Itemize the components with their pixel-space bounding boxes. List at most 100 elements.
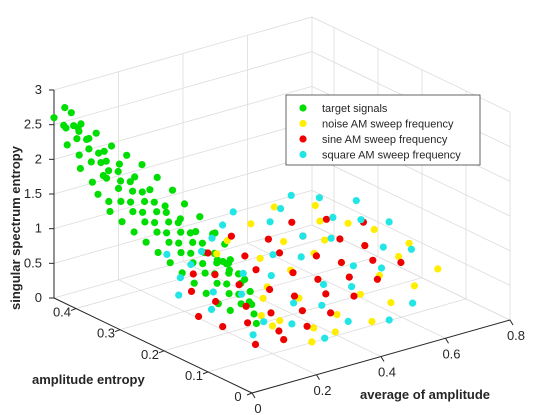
z-tick-label: 0 xyxy=(35,290,42,305)
data-point xyxy=(303,322,311,330)
data-point xyxy=(370,225,378,234)
ticks-layer: 0 0.2 0.4 0.6 0.8 0 0.1 0.2 0.3 0.4 0 0.5 1 1.5 2 2.5 3 xyxy=(24,82,525,415)
data-point xyxy=(163,250,171,258)
data-point xyxy=(197,247,206,255)
y-tick-mark xyxy=(246,392,253,396)
data-point xyxy=(187,287,196,295)
data-point xyxy=(141,197,149,206)
data-point xyxy=(290,299,298,307)
data-point xyxy=(161,202,169,210)
floor-grid-x xyxy=(247,242,446,339)
data-point xyxy=(241,252,249,260)
data-point xyxy=(117,177,125,185)
data-point xyxy=(107,142,116,150)
data-point xyxy=(192,228,200,236)
legend-box xyxy=(285,94,481,166)
data-point xyxy=(187,260,195,269)
data-point xyxy=(256,254,264,262)
data-point xyxy=(311,201,319,210)
data-point xyxy=(260,318,268,326)
data-point xyxy=(60,121,68,129)
data-point xyxy=(196,213,204,221)
back-wall-grid-z xyxy=(53,189,313,264)
data-point xyxy=(299,232,307,240)
data-point xyxy=(248,300,256,309)
data-point xyxy=(195,312,203,321)
y-axis-line xyxy=(53,297,253,394)
back-wall-grid-z xyxy=(53,120,313,195)
data-point xyxy=(377,264,386,272)
data-point xyxy=(264,235,272,243)
data-point xyxy=(321,334,329,342)
data-point xyxy=(129,208,137,216)
data-point xyxy=(336,235,344,243)
data-point xyxy=(139,208,147,216)
x-tick-mark xyxy=(509,319,514,326)
data-point xyxy=(163,229,171,237)
data-point xyxy=(126,178,134,186)
data-point xyxy=(190,279,198,287)
data-point xyxy=(267,272,275,280)
x-tick-label: 0.4 xyxy=(378,365,396,380)
data-point xyxy=(165,218,173,226)
points-layer xyxy=(50,104,442,348)
data-point xyxy=(207,305,216,313)
back-wall-grid-z xyxy=(53,85,313,160)
data-point xyxy=(275,249,284,257)
legend-marker xyxy=(299,104,307,112)
side-wall-grid-z xyxy=(311,224,511,321)
x-tick-mark xyxy=(445,337,449,344)
data-point xyxy=(85,145,93,153)
data-point xyxy=(373,275,381,283)
data-point xyxy=(130,228,138,236)
data-point xyxy=(288,320,296,328)
data-point xyxy=(75,127,83,135)
legend: target signals noise AM sweep frequency si… xyxy=(285,94,481,166)
data-point xyxy=(92,129,100,137)
data-point xyxy=(211,271,219,279)
data-point xyxy=(213,279,221,287)
data-point xyxy=(395,252,403,261)
legend-label: noise AM sweep frequency xyxy=(322,119,454,131)
data-point xyxy=(189,238,197,246)
data-point xyxy=(50,114,58,122)
data-point xyxy=(229,208,237,216)
data-point xyxy=(267,309,275,317)
data-point xyxy=(87,158,95,166)
legend-marker xyxy=(299,150,307,159)
data-point xyxy=(219,257,227,266)
data-point xyxy=(290,292,299,300)
data-point xyxy=(199,260,207,268)
z-tick-label: 0.5 xyxy=(24,255,42,270)
data-point xyxy=(85,134,93,143)
data-point xyxy=(177,228,185,236)
x-tick-mark xyxy=(251,392,256,399)
data-point xyxy=(289,269,297,277)
data-point xyxy=(177,249,185,257)
data-point xyxy=(114,167,122,176)
data-point xyxy=(268,322,277,330)
data-point xyxy=(349,262,357,270)
data-point xyxy=(352,197,360,205)
data-point xyxy=(298,307,306,315)
data-point xyxy=(165,238,173,246)
x-axis-label: average of amplitude xyxy=(360,387,490,402)
data-point xyxy=(226,256,234,264)
data-point xyxy=(259,294,267,302)
data-point xyxy=(175,239,183,247)
data-point xyxy=(75,151,83,159)
side-wall-grid-z xyxy=(311,189,511,286)
x-tick-mark xyxy=(380,356,385,362)
data-point xyxy=(327,309,335,317)
data-point xyxy=(77,120,85,128)
data-point xyxy=(88,178,96,186)
data-point xyxy=(180,200,189,208)
data-point xyxy=(105,197,113,206)
data-point xyxy=(162,208,170,216)
data-point xyxy=(138,161,146,169)
data-point xyxy=(117,197,125,205)
x-tick-label: 0.6 xyxy=(442,346,460,361)
grid-layer xyxy=(53,16,511,394)
data-point xyxy=(246,287,254,296)
